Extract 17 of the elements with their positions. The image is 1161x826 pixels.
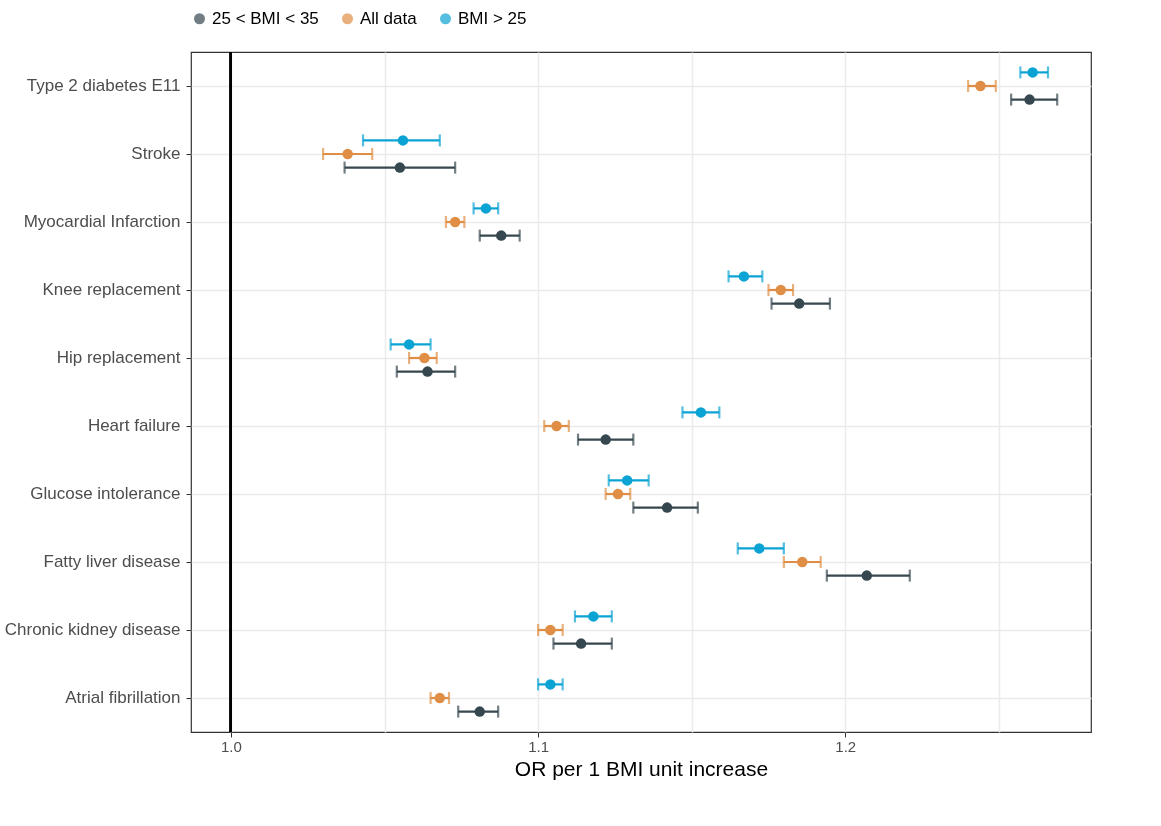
- y-tick-label: Atrial fibrillation: [65, 688, 181, 707]
- y-tick-label: Stroke: [131, 144, 181, 163]
- y-tick-label: Type 2 diabetes E11: [26, 76, 181, 95]
- legend-label: BMI > 25: [458, 8, 527, 28]
- y-tick-label: Hip replacement: [56, 348, 181, 367]
- y-tick-label: Knee replacement: [42, 280, 181, 299]
- legend-label: 25 < BMI < 35: [212, 8, 319, 28]
- x-axis-title: OR per 1 BMI unit increase: [514, 756, 769, 780]
- x-tick-label: 1.0: [221, 737, 242, 755]
- y-tick-label: Heart failure: [87, 416, 181, 435]
- y-tick-label: Myocardial Infarction: [23, 212, 181, 231]
- y-tick-label: Fatty liver disease: [43, 552, 181, 571]
- y-tick-label: Chronic kidney disease: [4, 620, 181, 639]
- y-tick-label: Glucose intolerance: [30, 484, 181, 503]
- x-tick-label: 1.1: [528, 737, 550, 755]
- legend-label: All data: [360, 8, 418, 28]
- x-tick-label: 1.2: [835, 737, 857, 755]
